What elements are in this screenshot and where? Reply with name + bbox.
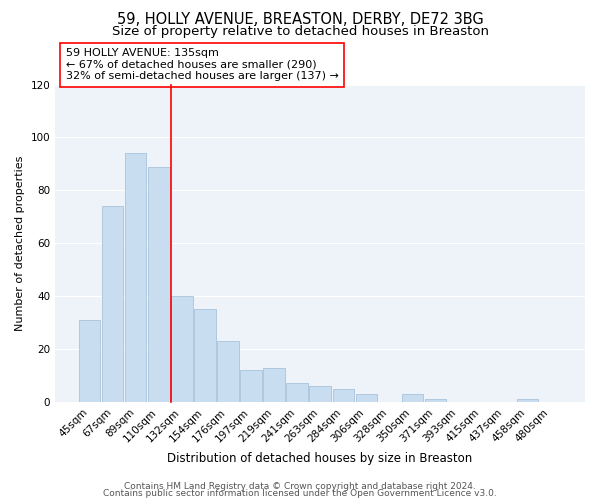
Bar [79,320,100,402]
Bar [310,386,331,402]
Bar [172,296,193,402]
Bar [332,388,353,402]
Text: 59, HOLLY AVENUE, BREASTON, DERBY, DE72 3BG: 59, HOLLY AVENUE, BREASTON, DERBY, DE72 … [116,12,484,28]
Bar [102,206,124,402]
Bar [194,310,215,402]
Bar [241,370,262,402]
Bar [401,394,423,402]
Bar [148,166,170,402]
X-axis label: Distribution of detached houses by size in Breaston: Distribution of detached houses by size … [167,452,473,465]
Text: 59 HOLLY AVENUE: 135sqm
← 67% of detached houses are smaller (290)
32% of semi-d: 59 HOLLY AVENUE: 135sqm ← 67% of detache… [66,48,338,82]
Bar [217,341,239,402]
Bar [286,384,308,402]
Bar [125,154,146,402]
Text: Contains HM Land Registry data © Crown copyright and database right 2024.: Contains HM Land Registry data © Crown c… [124,482,476,491]
Bar [425,400,446,402]
Y-axis label: Number of detached properties: Number of detached properties [15,156,25,331]
Bar [263,368,284,402]
Text: Size of property relative to detached houses in Breaston: Size of property relative to detached ho… [112,25,488,38]
Bar [356,394,377,402]
Bar [517,400,538,402]
Text: Contains public sector information licensed under the Open Government Licence v3: Contains public sector information licen… [103,489,497,498]
